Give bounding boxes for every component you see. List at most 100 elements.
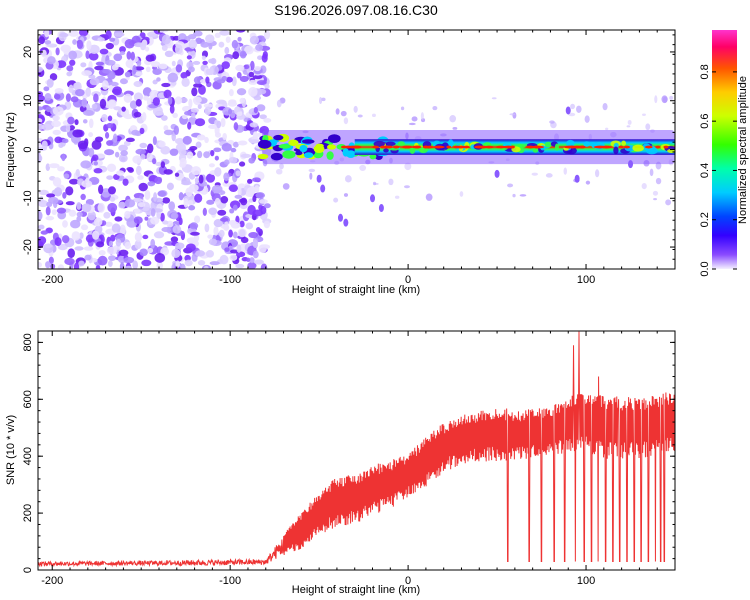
faint-speckle xyxy=(394,195,400,199)
noise-blob xyxy=(216,99,227,105)
noise-blob xyxy=(263,220,271,229)
faint-speckle xyxy=(645,123,651,131)
noise-blob xyxy=(55,47,60,56)
signal-band-peak xyxy=(502,145,515,149)
noise-blob xyxy=(83,109,94,116)
noise-blob xyxy=(248,71,255,78)
noise-blob xyxy=(182,114,188,120)
noise-blob xyxy=(238,161,246,167)
noise-blob xyxy=(150,216,160,225)
colorbar-tick-label: 0.0 xyxy=(699,261,711,276)
faint-speckle xyxy=(654,95,658,104)
noise-blob xyxy=(136,60,142,67)
noise-blob xyxy=(110,234,116,242)
signal-band-blob xyxy=(613,146,619,155)
noise-blob xyxy=(214,155,219,161)
noise-blob xyxy=(227,100,238,107)
faint-speckle xyxy=(343,193,349,197)
noise-blob xyxy=(68,30,79,37)
noise-blob xyxy=(255,44,264,52)
signal-band-peak xyxy=(340,145,347,149)
noise-blob xyxy=(80,160,92,169)
faint-speckle xyxy=(626,125,631,128)
spectrogram-xtick-label: 0 xyxy=(405,274,411,286)
noise-blob xyxy=(124,71,131,78)
noise-blob xyxy=(204,136,209,144)
noise-blob xyxy=(57,243,68,251)
noise-blob xyxy=(98,249,106,256)
signal-band-blob xyxy=(270,152,283,161)
noise-blob xyxy=(112,133,118,143)
faint-speckle xyxy=(576,105,582,113)
signal-speckle xyxy=(343,218,349,227)
signal-band-blob xyxy=(326,151,334,160)
noise-blob xyxy=(174,44,183,55)
noise-blob xyxy=(63,173,70,179)
noise-blob xyxy=(53,94,61,100)
signal-band-blob xyxy=(383,148,389,153)
noise-blob xyxy=(145,66,151,73)
noise-blob xyxy=(103,211,111,219)
noise-blob xyxy=(249,139,260,144)
noise-blob xyxy=(38,236,47,245)
snr-xtick-label: -100 xyxy=(219,575,241,587)
noise-blob xyxy=(132,260,139,269)
noise-blob xyxy=(76,202,82,210)
noise-blob xyxy=(163,129,174,136)
noise-blob xyxy=(209,66,214,76)
noise-blob xyxy=(71,231,81,241)
faint-speckle xyxy=(432,106,438,111)
noise-blob xyxy=(196,134,206,141)
noise-blob xyxy=(163,169,173,175)
noise-blob xyxy=(162,220,169,225)
noise-blob xyxy=(41,123,53,131)
noise-blob xyxy=(127,167,134,173)
noise-blob xyxy=(135,165,142,176)
noise-blob xyxy=(68,209,77,217)
noise-blob xyxy=(118,144,128,152)
noise-blob xyxy=(195,141,202,148)
noise-blob xyxy=(135,148,147,155)
noise-blob xyxy=(175,64,183,73)
noise-blob xyxy=(147,181,156,187)
noise-blob xyxy=(64,257,75,266)
noise-blob xyxy=(76,39,84,49)
noise-blob xyxy=(118,249,129,257)
noise-blob xyxy=(145,54,155,62)
noise-blob xyxy=(89,77,100,86)
noise-blob xyxy=(111,88,121,94)
signal-band-peak xyxy=(411,145,422,149)
faint-speckle xyxy=(649,168,654,177)
signal-band-blob xyxy=(373,140,385,148)
noise-blob xyxy=(39,195,44,203)
faint-speckle xyxy=(563,167,568,175)
noise-blob xyxy=(167,96,173,105)
faint-speckle xyxy=(661,95,668,104)
noise-blob xyxy=(49,73,58,81)
noise-blob xyxy=(61,153,66,162)
noise-blob xyxy=(97,202,105,213)
noise-blob xyxy=(76,211,83,217)
noise-blob xyxy=(169,104,175,114)
noise-blob xyxy=(111,64,119,71)
noise-blob xyxy=(56,207,67,214)
spectrogram-xtick-label: 100 xyxy=(577,274,595,286)
noise-blob xyxy=(113,106,122,111)
noise-blob xyxy=(161,227,172,233)
faint-speckle xyxy=(568,112,576,117)
snr-axes: -200 -100 0 100 0 200 400 600 800 xyxy=(22,330,676,587)
noise-blob xyxy=(235,30,246,33)
faint-speckle xyxy=(340,110,347,117)
noise-blob xyxy=(121,106,126,112)
signal-band-peak xyxy=(475,145,489,149)
noise-blob xyxy=(93,93,99,103)
noise-blob xyxy=(248,79,258,85)
noise-blob xyxy=(187,33,197,40)
faint-speckle xyxy=(411,116,418,122)
noise-blob xyxy=(95,61,105,66)
noise-blob xyxy=(44,40,52,45)
noise-blob xyxy=(145,46,150,52)
noise-blob xyxy=(140,42,147,51)
noise-blob xyxy=(202,60,208,65)
noise-blob xyxy=(137,175,144,180)
